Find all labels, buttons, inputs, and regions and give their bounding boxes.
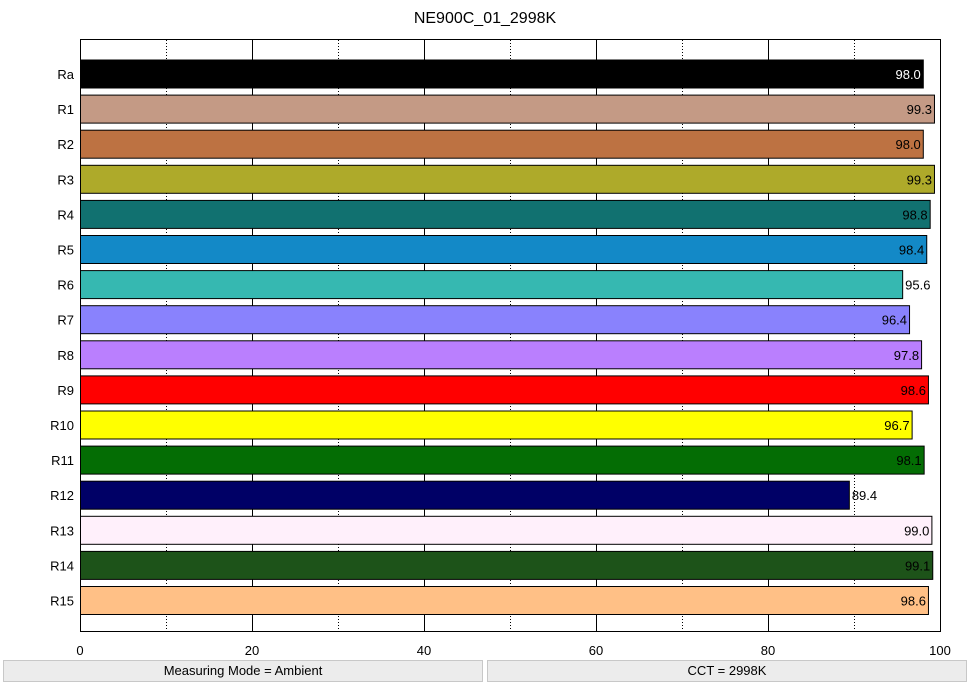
bar-r6: [80, 270, 904, 300]
value-label-r9: 98.6: [901, 383, 926, 398]
category-label-r10: R10: [50, 418, 74, 433]
bar-r14: [80, 550, 934, 580]
bar-ra: [80, 59, 924, 89]
value-label-r6: 95.6: [905, 278, 930, 293]
status-bar: Measuring Mode = Ambient CCT = 2998K: [0, 659, 970, 683]
chart-title: NE900C_01_2998K: [414, 10, 557, 27]
measuring-mode-field: Measuring Mode = Ambient: [3, 660, 483, 682]
category-label-r8: R8: [57, 348, 74, 363]
bar-r7: [80, 305, 911, 335]
x-tick-label: 0: [76, 643, 83, 658]
value-label-r10: 96.7: [884, 418, 909, 433]
category-label-ra: Ra: [57, 67, 74, 82]
category-label-r3: R3: [57, 172, 74, 187]
category-label-r9: R9: [57, 383, 74, 398]
bars-layer: 98.0 99.3 98.0 99.3 98.8 98.4 95.6 96.4 97.8 98.6…: [80, 59, 935, 615]
x-tick-label: 20: [245, 643, 259, 658]
bar-r8: [80, 340, 923, 370]
value-label-r13: 99.0: [904, 523, 929, 538]
bar-r9: [80, 375, 929, 405]
category-label-r14: R14: [50, 558, 74, 573]
category-label-r1: R1: [57, 102, 74, 117]
x-tick-label: 60: [589, 643, 603, 658]
category-label-r13: R13: [50, 523, 74, 538]
value-label-r14: 99.1: [905, 558, 930, 573]
category-label-r7: R7: [57, 313, 74, 328]
bar-r15: [80, 586, 929, 615]
bar-r11: [80, 445, 925, 475]
bar-r12: [80, 480, 850, 510]
bar-r13: [80, 515, 933, 545]
category-label-r6: R6: [57, 278, 74, 293]
bar-r4: [80, 199, 931, 229]
category-label-r4: R4: [57, 207, 74, 222]
x-tick-label: 100: [929, 643, 951, 658]
bar-r3: [80, 164, 935, 194]
value-label-r3: 99.3: [907, 172, 932, 187]
value-label-r2: 98.0: [895, 137, 920, 152]
bar-r10: [80, 410, 913, 440]
value-label-r11: 98.1: [896, 453, 921, 468]
value-label-r1: 99.3: [907, 102, 932, 117]
category-label-r11: R11: [51, 453, 74, 468]
category-label-r15: R15: [50, 594, 74, 609]
value-label-r12: 89.4: [852, 488, 877, 503]
category-label-r12: R12: [50, 488, 74, 503]
cct-field: CCT = 2998K: [487, 660, 967, 682]
value-label-r15: 98.6: [901, 594, 926, 609]
category-labels: Ra R1 R2 R3 R4 R5 R6 R7 R8 R9 R10 R11 R12 R13 R14 R15: [50, 67, 75, 609]
value-label-r7: 96.4: [882, 313, 907, 328]
x-axis-ticks: 0 20 40 60 80 100: [76, 643, 950, 658]
category-label-r2: R2: [57, 137, 74, 152]
category-label-r5: R5: [57, 243, 74, 258]
bar-r1: [80, 94, 935, 124]
cri-bar-chart: NE900C_01_2998K 98.0 99.3 98.0 99.3 98.8 98.4…: [50, 10, 951, 658]
value-label-ra: 98.0: [895, 67, 920, 82]
value-label-r5: 98.4: [899, 243, 924, 258]
x-tick-label: 40: [417, 643, 431, 658]
value-label-r8: 97.8: [894, 348, 919, 363]
bar-r2: [80, 129, 924, 159]
bar-r5: [80, 235, 928, 264]
x-tick-label: 80: [761, 643, 775, 658]
plot-frame: [80, 39, 941, 632]
value-label-r4: 98.8: [902, 207, 927, 222]
